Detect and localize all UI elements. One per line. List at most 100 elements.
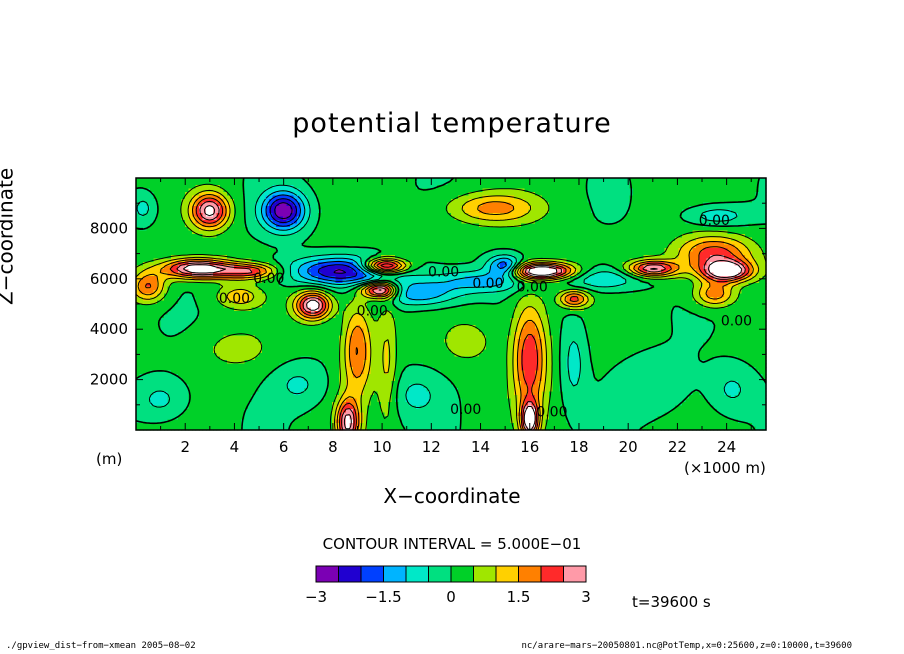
field-cell [178, 234, 183, 239]
field-cell [608, 178, 613, 183]
field-cell [493, 192, 498, 197]
field-cell [468, 237, 473, 242]
field-cell [451, 185, 456, 190]
field-cell [601, 248, 606, 253]
field-cell [265, 234, 270, 239]
field-cell [199, 248, 204, 253]
field-cell [188, 248, 193, 253]
field-cell [545, 188, 550, 193]
field-cell [342, 230, 347, 235]
field-cell [234, 248, 239, 253]
field-cell [237, 185, 242, 190]
field-cell [146, 192, 151, 197]
field-cell [391, 195, 396, 200]
field-cell [531, 223, 536, 228]
field-cell [248, 185, 253, 190]
field-cell [696, 262, 701, 267]
field-cell [577, 220, 582, 225]
field-cell [195, 185, 200, 190]
field-cell [321, 178, 326, 183]
field-cell [164, 227, 169, 232]
field-cell [244, 269, 249, 274]
field-cell [720, 244, 725, 249]
field-cell [419, 258, 424, 263]
field-cell [591, 234, 596, 239]
field-cell [713, 181, 718, 186]
field-cell [643, 199, 648, 204]
field-cell [584, 206, 589, 211]
field-cell [174, 265, 179, 270]
field-cell [178, 216, 183, 221]
field-cell [759, 265, 764, 270]
field-cell [272, 234, 277, 239]
field-cell [598, 241, 603, 246]
field-cell [398, 265, 403, 270]
field-cell [535, 185, 540, 190]
field-cell [458, 220, 463, 225]
field-cell [612, 209, 617, 214]
field-cell [314, 220, 319, 225]
field-cell [731, 255, 736, 260]
field-cell [349, 237, 354, 242]
field-cell [727, 227, 732, 232]
field-cell [745, 227, 750, 232]
field-cell [181, 234, 186, 239]
field-cell [510, 178, 515, 183]
field-cell [748, 213, 753, 218]
field-cell [269, 199, 274, 204]
field-cell [318, 248, 323, 253]
field-cell [643, 244, 648, 249]
field-cell [528, 258, 533, 263]
field-cell [696, 258, 701, 263]
field-cell [234, 244, 239, 249]
field-cell [622, 209, 627, 214]
field-cell [447, 241, 452, 246]
field-cell [748, 216, 753, 221]
field-cell [531, 258, 536, 263]
field-cell [479, 269, 484, 274]
field-cell [556, 244, 561, 249]
field-cell [577, 244, 582, 249]
field-cell [377, 237, 382, 242]
field-cell [517, 188, 522, 193]
field-cell [223, 269, 228, 274]
field-cell [332, 227, 337, 232]
field-cell [188, 227, 193, 232]
field-cell [640, 181, 645, 186]
field-cell [472, 220, 477, 225]
field-cell [444, 223, 449, 228]
field-cell [675, 251, 680, 256]
field-cell [664, 237, 669, 242]
field-cell [171, 234, 176, 239]
field-cell [213, 206, 218, 211]
field-cell [584, 241, 589, 246]
field-cell [696, 241, 701, 246]
field-cell [279, 202, 284, 207]
field-cell [619, 251, 624, 256]
field-cell [199, 206, 204, 211]
field-cell [689, 241, 694, 246]
field-cell [409, 216, 414, 221]
field-cell [377, 178, 382, 183]
field-cell [580, 248, 585, 253]
field-cell [230, 199, 235, 204]
field-cell [332, 269, 337, 274]
field-cell [482, 185, 487, 190]
field-cell [734, 258, 739, 263]
field-cell [426, 220, 431, 225]
field-cell [692, 230, 697, 235]
field-cell [136, 258, 141, 263]
field-cell [199, 209, 204, 214]
field-cell [720, 188, 725, 193]
field-cell [307, 178, 312, 183]
field-cell [181, 248, 186, 253]
field-cell [395, 234, 400, 239]
field-cell [584, 202, 589, 207]
field-cell [458, 185, 463, 190]
field-cell [528, 188, 533, 193]
field-cell [745, 220, 750, 225]
field-cell [370, 223, 375, 228]
field-cell [675, 202, 680, 207]
field-cell [377, 192, 382, 197]
field-cell [377, 230, 382, 235]
